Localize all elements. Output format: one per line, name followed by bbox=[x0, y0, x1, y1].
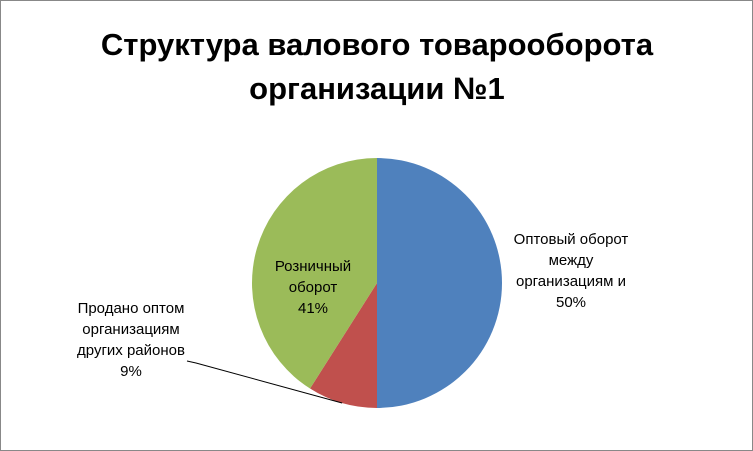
category-label: Оптовый оборот между организациям и bbox=[513, 231, 629, 290]
pie-slice bbox=[377, 158, 502, 408]
slice-label: Продано оптом организациям других районо… bbox=[61, 298, 201, 382]
slice-label: Розничный оборот 41% bbox=[257, 256, 369, 319]
pie-slice bbox=[251, 158, 377, 389]
leader-line bbox=[186, 360, 343, 404]
value-label: 9% bbox=[120, 363, 142, 380]
chart-title: Структура валового товарооборота организ… bbox=[100, 27, 654, 106]
pie-slice bbox=[310, 283, 377, 408]
category-label: Розничный оборот bbox=[274, 258, 352, 296]
category-label: Продано оптом организациям других районо… bbox=[77, 300, 185, 359]
slice-label: Оптовый оборот между организациям и 50% bbox=[501, 229, 641, 313]
value-label: 50% bbox=[555, 294, 587, 311]
value-label: 41% bbox=[297, 300, 329, 317]
